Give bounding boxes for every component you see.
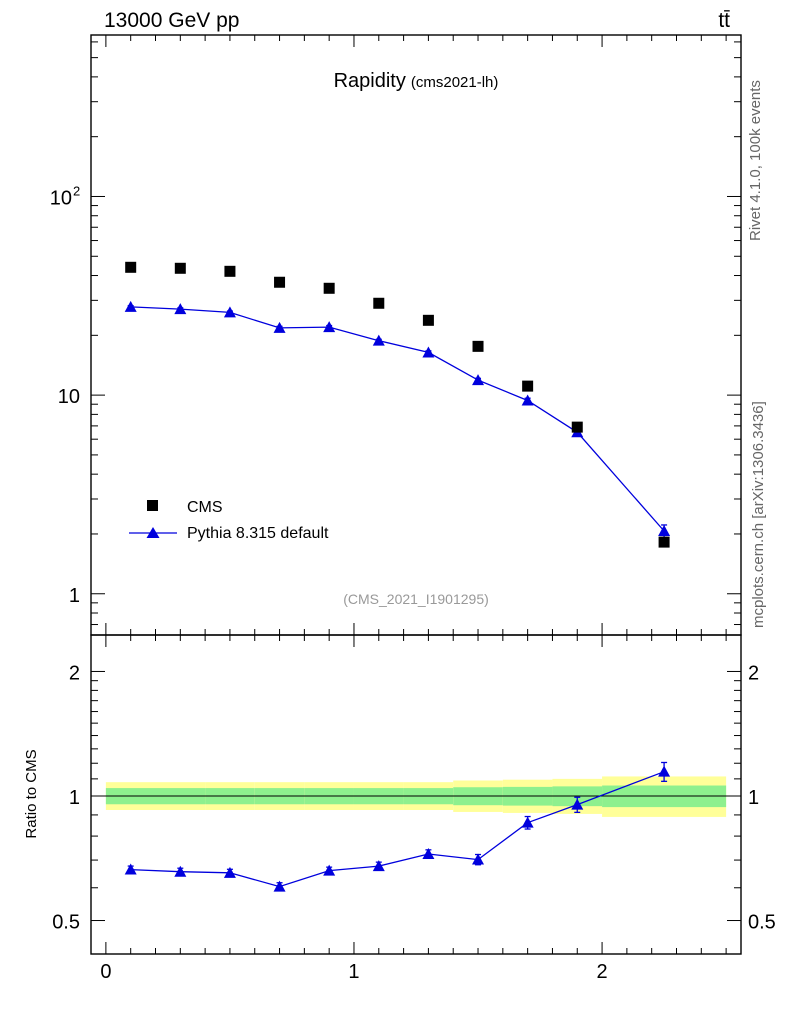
pythia-point	[273, 321, 286, 333]
main-ytick-label: 10	[58, 386, 80, 408]
ratio-xtick-label: 1	[348, 961, 359, 983]
ratio-ylabel: Ratio to CMS	[23, 749, 40, 838]
analysis-reference: (CMS_2021_I1901295)	[343, 591, 489, 607]
ratio-ytick-label: 2	[69, 662, 80, 684]
ratio-point	[174, 865, 187, 877]
pythia-point	[658, 524, 671, 536]
pythia-point	[521, 394, 534, 406]
plot-title: Rapidity (cms2021-lh)	[334, 70, 499, 92]
cms-point	[174, 262, 186, 274]
main-data-layer	[124, 261, 671, 548]
ratio-point	[273, 880, 286, 892]
pythia-point	[472, 374, 485, 386]
pythia-line	[130, 306, 665, 532]
plot-subtitle: (cms2021-lh)	[411, 74, 499, 91]
process-label: tt̄	[718, 9, 730, 32]
cms-point	[125, 261, 137, 273]
cms-point	[323, 282, 335, 294]
cms-point	[522, 380, 534, 392]
ratio-data-layer	[124, 761, 671, 892]
cms-point	[472, 340, 484, 352]
legend-cms-marker	[147, 500, 158, 511]
ratio-point	[658, 765, 671, 777]
main-ytick-label: 10	[50, 187, 72, 209]
energy-label: 13000 GeV pp	[104, 9, 239, 32]
cms-point	[373, 297, 385, 309]
pythia-point	[323, 321, 336, 333]
cms-point	[571, 421, 583, 433]
pythia-point	[174, 303, 187, 315]
ratio-point	[323, 864, 336, 876]
legend: CMS Pythia 8.315 default	[129, 499, 329, 542]
reference-band	[105, 776, 727, 817]
main-ytick-label: 1	[69, 585, 80, 607]
ratio-xtick-label: 0	[100, 961, 111, 983]
ratio-ytick-label: 0.5	[52, 912, 80, 934]
pythia-point	[372, 334, 385, 346]
pythia-point	[124, 300, 137, 312]
ratio-ytick-label: 1	[69, 787, 80, 809]
rivet-version-label: Rivet 4.1.0, 100k events	[747, 80, 764, 241]
ratio-point	[472, 853, 485, 865]
pythia-point	[223, 306, 236, 318]
ratio-point	[571, 798, 584, 810]
source-label: mcplots.cern.ch [arXiv:1306.3436]	[750, 401, 767, 628]
main-ytick-exponent: 2	[73, 183, 80, 198]
ratio-ytick-label-right: 0.5	[748, 912, 776, 934]
ratio-panel: 0 1 2 0.5 0.5 1 1 2 2 Ratio to CMS	[23, 634, 776, 983]
main-frame	[90, 34, 742, 636]
plot-title-text: Rapidity	[334, 70, 406, 92]
legend-cms-label: CMS	[187, 499, 223, 516]
ratio-point	[223, 866, 236, 878]
ratio-point	[521, 816, 534, 828]
ratio-frame	[90, 634, 742, 955]
ratio-ytick-label-right: 1	[748, 787, 759, 809]
cms-point	[274, 276, 286, 288]
ratio-point	[372, 860, 385, 872]
legend-pythia-marker	[146, 527, 160, 538]
cms-point	[658, 536, 670, 548]
ratio-ticks: 0 1 2 0.5 0.5 1 1 2 2	[52, 635, 776, 983]
ratio-ytick-label-right: 2	[748, 662, 759, 684]
ratio-point	[422, 848, 435, 860]
cms-point	[224, 265, 236, 277]
ratio-point	[124, 863, 137, 875]
pythia-point	[422, 346, 435, 358]
cms-point	[422, 314, 434, 326]
legend-pythia-label: Pythia 8.315 default	[187, 525, 329, 542]
ratio-xtick-label: 2	[597, 961, 608, 983]
